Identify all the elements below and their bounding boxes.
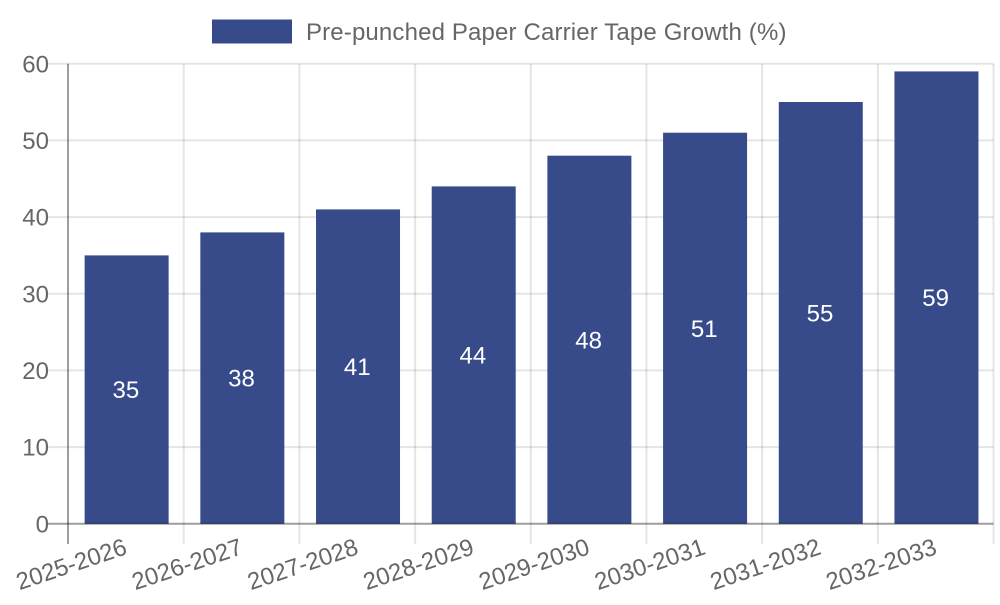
svg-text:10: 10: [22, 435, 49, 462]
svg-text:20: 20: [22, 358, 49, 385]
svg-text:41: 41: [344, 354, 371, 381]
svg-text:48: 48: [575, 327, 602, 354]
svg-text:51: 51: [691, 316, 718, 343]
svg-text:60: 60: [22, 51, 49, 78]
svg-text:35: 35: [112, 377, 139, 404]
svg-text:59: 59: [922, 285, 949, 312]
svg-text:55: 55: [807, 301, 834, 328]
svg-text:38: 38: [228, 366, 255, 393]
svg-text:50: 50: [22, 128, 49, 155]
svg-text:Pre-punched Paper Carrier Tape: Pre-punched Paper Carrier Tape Growth (%…: [306, 19, 787, 46]
svg-text:0: 0: [36, 511, 49, 538]
svg-text:40: 40: [22, 205, 49, 232]
svg-text:30: 30: [22, 281, 49, 308]
svg-text:44: 44: [460, 343, 487, 370]
